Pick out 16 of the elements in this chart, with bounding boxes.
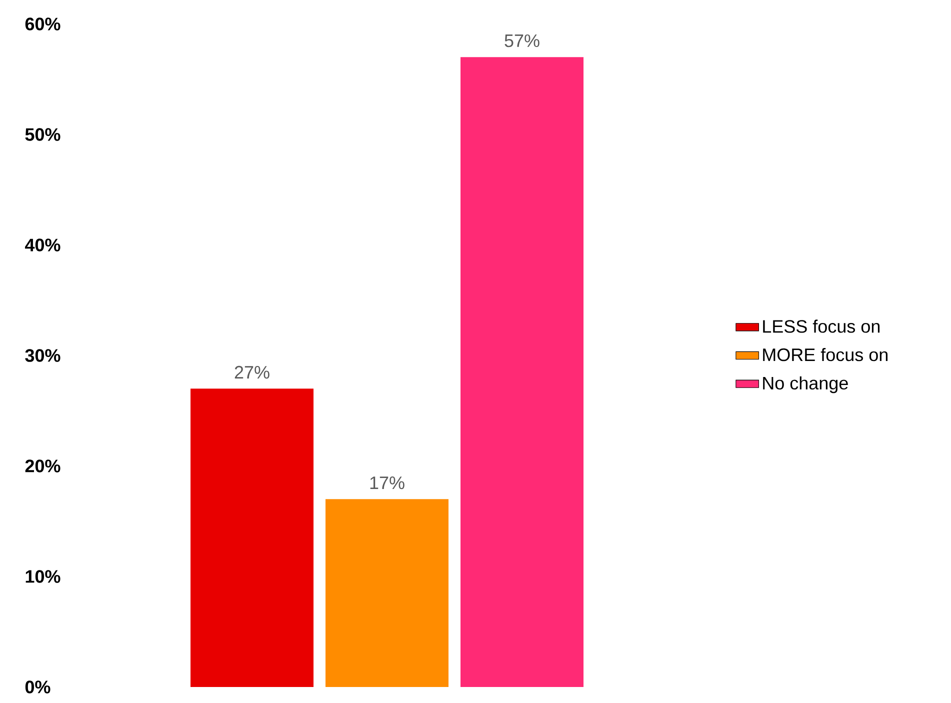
y-tick-label: 30% bbox=[25, 349, 60, 362]
bar bbox=[190, 388, 314, 687]
bar bbox=[460, 57, 584, 687]
legend-label: LESS focus on bbox=[763, 320, 880, 333]
y-tick-label: 10% bbox=[26, 570, 60, 583]
y-tick-label: 20% bbox=[25, 460, 60, 472]
data-label: 27% bbox=[234, 366, 270, 379]
legend-label: No change bbox=[763, 376, 848, 394]
data-label: 17% bbox=[370, 476, 404, 490]
y-tick-label: 60% bbox=[25, 18, 60, 30]
data-label: 57% bbox=[504, 34, 540, 48]
y-tick-label: 40% bbox=[24, 238, 60, 252]
y-tick-label: 50% bbox=[25, 128, 60, 141]
bar bbox=[326, 499, 448, 687]
y-tick-label: 0% bbox=[25, 680, 50, 694]
legend-label: MORE focus on bbox=[763, 348, 888, 362]
